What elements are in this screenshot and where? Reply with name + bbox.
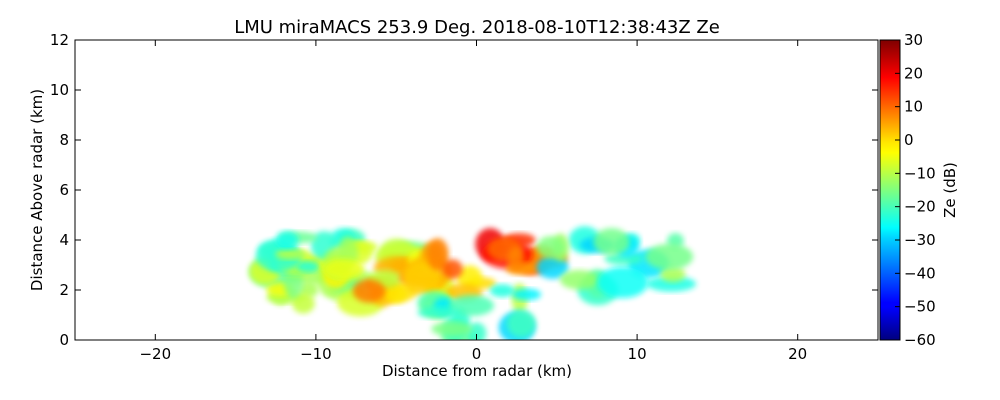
echo-cell [431,321,473,337]
echo-region [398,238,497,302]
echo-cell [597,266,649,299]
echo-region [255,228,435,280]
x-tick-label: −10 [300,345,332,363]
echo-cell [352,279,386,303]
echo-cell [604,252,644,266]
echo-cell [507,246,524,272]
x-tick-label: 0 [472,345,482,363]
y-tick-label: 0 [59,331,69,349]
x-tick-label: −20 [139,345,171,363]
echo-cell [275,231,299,249]
colorbar-tick-label: −50 [904,298,936,316]
y-tick-label: 8 [59,131,69,149]
echo-cell [275,249,307,260]
echo-cell [536,255,569,279]
echo-cell [506,309,536,338]
colorbar-tick-label: 10 [904,98,923,116]
echo-cell [448,295,495,317]
echo-cell [559,269,599,290]
echo-cell [536,236,565,259]
y-tick-label: 2 [59,281,69,299]
echo-cell [442,259,463,279]
x-axis-label: Distance from radar (km) [382,362,572,380]
echo-cell [296,261,319,273]
colorbar-tick-label: −40 [904,264,936,282]
echo-cell [456,265,483,290]
y-tick-label: 12 [50,31,69,49]
echo-region [249,255,385,317]
y-axis: 0 2 4 6 8 10 12 [50,31,878,349]
colorbar-axis: −60 −50 −40 −30 −20 −10 0 10 20 30 [895,31,936,349]
echo-cell [323,258,365,280]
colorbar-tick-label: −20 [904,198,936,216]
echo-cell [426,238,449,271]
colorbar-label: Ze (dB) [941,162,959,218]
echo-cell [593,228,630,256]
colorbar-tick-label: −10 [904,164,936,182]
echo-cell [489,284,515,298]
colorbar [879,39,901,341]
colorbar-tick-label: −30 [904,231,936,249]
y-axis-label: Distance Above radar (km) [28,89,46,291]
chart-title: LMU miraMACS 253.9 Deg. 2018-08-10T12:38… [234,17,720,38]
colorbar-tick-label: 30 [904,31,923,49]
y-tick-label: 10 [50,81,69,99]
echo-cell [403,261,441,296]
echo-cell [466,322,487,340]
echo-layer [249,226,697,340]
echo-region [475,228,568,276]
x-tick-label: 10 [628,345,647,363]
colorbar-tick-label: 0 [904,131,914,149]
echo-cell [512,288,542,301]
echo-cell [645,243,694,270]
x-tick-label: 20 [788,345,807,363]
echo-region [536,226,697,306]
echo-cell [291,293,315,314]
colorbar-tick-label: −60 [904,331,936,349]
colorbar-tick-label: 20 [904,64,923,82]
y-tick-label: 6 [59,181,69,199]
echo-cell [417,306,461,319]
echo-region [417,283,542,340]
x-axis: −20 −10 0 10 20 [139,40,807,363]
echo-cell [646,276,697,292]
echo-cell [660,266,686,283]
y-tick-label: 4 [59,231,69,249]
echo-cell [384,284,408,304]
